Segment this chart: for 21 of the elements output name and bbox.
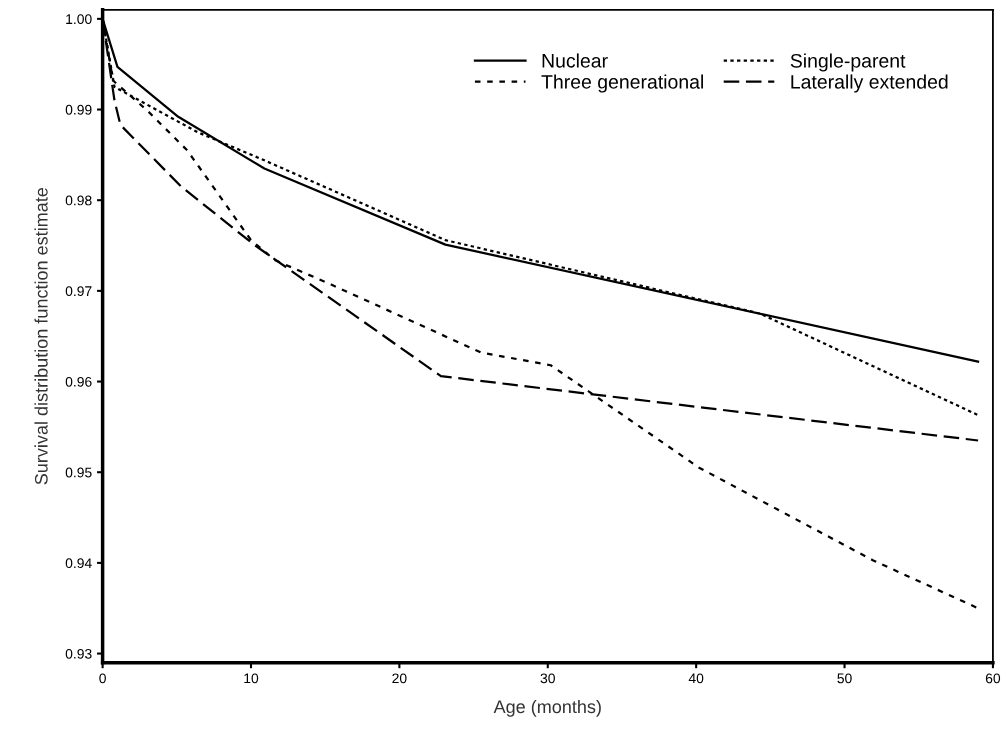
- x-tick-label: 50: [837, 673, 852, 684]
- y-tick-label: 0.94: [65, 558, 92, 569]
- x-tick-label: 0: [99, 673, 106, 684]
- x-tick-label: 20: [392, 673, 407, 684]
- y-tick-label: 0.96: [65, 376, 92, 387]
- x-tick-label: 30: [540, 673, 555, 684]
- x-axis-title: Age (months): [493, 699, 601, 717]
- y-tick-label: 1.00: [66, 14, 92, 25]
- legend-label: Laterally extended: [791, 74, 948, 93]
- y-tick-label: 0.95: [65, 467, 92, 478]
- x-tick-label: 10: [244, 673, 259, 684]
- y-tick-label: 0.99: [65, 104, 92, 115]
- legend-label: Nuclear: [542, 53, 608, 68]
- x-tick-label: 40: [688, 673, 704, 684]
- y-tick-label: 0.97: [65, 286, 92, 297]
- x-tick-label: 60: [985, 673, 1001, 684]
- y-tick-label: 0.93: [65, 648, 92, 659]
- y-axis-title: Survival distribution function estimate: [34, 187, 48, 485]
- y-tick-label: 0.98: [65, 195, 92, 206]
- legend-label: Single-parent: [790, 53, 906, 72]
- legend-label: Three generational: [541, 74, 703, 93]
